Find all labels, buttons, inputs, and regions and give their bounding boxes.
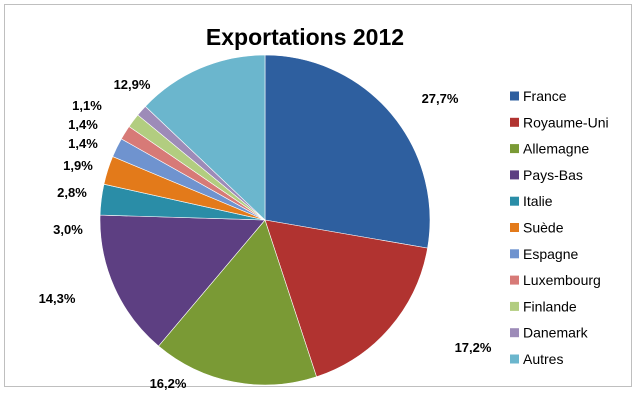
pie-slice-pays-bas	[99, 214, 266, 347]
legend-swatch-espagne	[510, 249, 519, 259]
legend-swatch-luxembourg	[510, 275, 519, 285]
legend-swatch-royaume-uni	[510, 117, 519, 127]
legend-swatch-france	[510, 91, 519, 101]
legend-swatch-allemagne	[510, 144, 519, 154]
data-label-finlande: 1,4%	[68, 117, 98, 132]
data-label-suede: 2,8%	[57, 185, 87, 200]
legend-label-italie: Italie	[523, 193, 553, 209]
data-label-danemark: 1,1%	[72, 98, 102, 113]
data-label-royaume-uni: 17,2%	[455, 340, 492, 355]
legend-swatch-italie	[510, 196, 519, 206]
legend-label-autres: Autres	[523, 351, 563, 367]
data-label-autres: 12,9%	[114, 77, 151, 92]
legend-swatch-pays-bas	[510, 170, 519, 180]
legend-label-luxembourg: Luxembourg	[523, 272, 601, 288]
legend-swatch-danemark	[510, 328, 519, 338]
data-label-allemagne: 16,2%	[150, 376, 187, 391]
pie-slice-royaume-uni	[264, 219, 428, 378]
legend-label-allemagne: Allemagne	[523, 141, 589, 157]
data-label-italie: 3,0%	[53, 222, 83, 237]
pie-slice-france	[264, 54, 431, 249]
pie-slice-allemagne	[158, 219, 317, 386]
legend-swatch-autres	[510, 354, 519, 364]
data-label-france: 27,7%	[422, 91, 459, 106]
legend-label-pays-bas: Pays-Bas	[523, 167, 583, 183]
legend-label-france: France	[523, 88, 567, 104]
legend-label-finlande: Finlande	[523, 298, 577, 314]
legend-label-danemark: Danemark	[523, 325, 589, 341]
legend-label-suede: Suède	[523, 220, 564, 236]
legend-swatch-finlande	[510, 301, 519, 311]
pie-slice-autres	[144, 54, 266, 221]
legend-swatch-suede	[510, 223, 519, 232]
chart-title: Exportations 2012	[205, 24, 405, 50]
data-label-espagne: 1,9%	[63, 158, 93, 173]
legend-label-royaume-uni: Royaume-Uni	[523, 114, 609, 130]
legend-label-espagne: Espagne	[523, 246, 578, 262]
data-label-pays-bas: 14,3%	[39, 291, 76, 306]
data-label-luxembourg: 1,4%	[68, 136, 98, 151]
